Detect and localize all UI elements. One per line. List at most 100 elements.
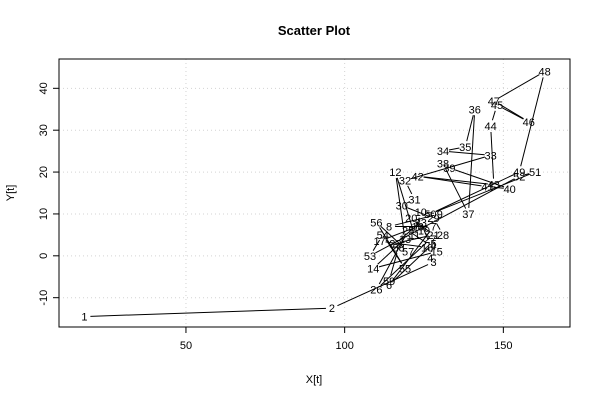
path-segment xyxy=(422,227,429,240)
path-segment xyxy=(406,201,410,204)
path-segment xyxy=(380,226,405,248)
point-label: 55 xyxy=(399,263,411,275)
point-label: 32 xyxy=(399,175,411,187)
point-label: 50 xyxy=(424,209,436,221)
point-label: 20 xyxy=(405,213,417,225)
point-label: 19 xyxy=(418,226,430,238)
point-labels: 1234567891011121314151617181920212223242… xyxy=(81,67,550,324)
point-label: 9 xyxy=(437,209,443,221)
path-segment xyxy=(520,77,544,167)
point-label: 6 xyxy=(386,280,392,292)
path-segment xyxy=(377,242,401,265)
grid-lines xyxy=(59,59,570,327)
point-label: 17 xyxy=(373,236,385,248)
point-label: 34 xyxy=(437,146,449,158)
point-label: 45 xyxy=(491,100,503,112)
point-label: 52 xyxy=(513,171,525,183)
point-label: 33 xyxy=(485,150,497,162)
point-label: 44 xyxy=(485,121,497,133)
point-label: 2 xyxy=(329,303,335,315)
path-segment xyxy=(415,221,430,232)
path-segment xyxy=(378,252,432,268)
path-segment xyxy=(415,221,421,227)
y-axis: -10 0 10 20 30 40 xyxy=(38,82,59,306)
point-label: 57 xyxy=(402,247,414,259)
point-label: 39 xyxy=(443,163,455,175)
point-label: 28 xyxy=(437,230,449,242)
path-segment xyxy=(394,214,435,226)
y-tick-label: -10 xyxy=(38,290,50,306)
point-label: 16 xyxy=(421,242,433,254)
path-segment xyxy=(468,115,475,208)
point-label: 23 xyxy=(415,217,427,229)
path-segment xyxy=(435,173,530,213)
y-tick-label: 30 xyxy=(38,124,50,136)
point-label: 8 xyxy=(386,222,392,234)
path-segment xyxy=(490,131,495,179)
path-segment xyxy=(401,235,428,243)
path-segment xyxy=(445,168,467,209)
point-label: 1 xyxy=(81,312,87,324)
path-segment xyxy=(466,114,474,142)
point-label: 35 xyxy=(459,142,471,154)
path-segment xyxy=(379,227,403,264)
point-label: 54 xyxy=(377,230,389,242)
y-axis-label: Y[t] xyxy=(5,185,17,202)
path-segment xyxy=(392,230,431,281)
point-label: 15 xyxy=(431,247,443,259)
point-label: 14 xyxy=(367,263,379,275)
y-tick-label: 20 xyxy=(38,166,50,178)
path-segment xyxy=(524,173,530,176)
point-label: 4 xyxy=(427,253,433,265)
point-label: 3 xyxy=(430,257,436,269)
point-label: 53 xyxy=(364,251,376,263)
point-label: 51 xyxy=(529,167,541,179)
point-label: 5 xyxy=(430,238,436,250)
point-label: 29 xyxy=(427,213,439,225)
path-segment xyxy=(375,178,515,254)
path-segment xyxy=(395,177,405,234)
point-label: 46 xyxy=(523,117,535,129)
path-segment xyxy=(448,151,485,156)
path-segment xyxy=(384,228,413,240)
point-label: 43 xyxy=(488,180,500,192)
path-segment xyxy=(372,239,381,251)
point-label: 30 xyxy=(396,201,408,213)
point-label: 41 xyxy=(481,182,493,194)
path-segment xyxy=(498,103,524,120)
path-segment xyxy=(380,242,427,286)
path-segment xyxy=(399,225,417,240)
path-segment xyxy=(396,177,414,230)
path-segment xyxy=(337,264,429,307)
path-segment xyxy=(498,74,540,99)
point-label: 26 xyxy=(370,284,382,296)
path-segment xyxy=(435,174,515,212)
point-label: 24 xyxy=(424,240,436,252)
path-segment xyxy=(90,307,326,317)
path-segment xyxy=(431,249,433,253)
path-segment xyxy=(423,176,482,187)
point-label: 21 xyxy=(427,230,439,242)
point-label: 36 xyxy=(469,104,481,116)
point-label: 48 xyxy=(538,67,550,79)
point-label: 7 xyxy=(430,222,436,234)
x-tick-label: 100 xyxy=(335,340,353,352)
point-label: 10 xyxy=(415,207,427,219)
path-segment xyxy=(390,253,398,276)
point-label: 40 xyxy=(504,184,516,196)
point-label: 11 xyxy=(409,230,420,242)
point-label: 56 xyxy=(370,217,382,229)
point-label: 12 xyxy=(389,167,401,179)
point-label: 58 xyxy=(392,242,404,254)
y-tick-label: 10 xyxy=(38,208,50,220)
path-segment xyxy=(385,241,422,248)
point-label: 13 xyxy=(399,234,411,246)
point-label: 22 xyxy=(389,238,401,250)
path-segment xyxy=(448,147,460,151)
point-label: 37 xyxy=(462,209,474,221)
path-segment xyxy=(426,212,434,214)
y-tick-label: 40 xyxy=(38,82,50,94)
x-tick-label: 150 xyxy=(494,340,512,352)
path-segment xyxy=(454,169,505,188)
